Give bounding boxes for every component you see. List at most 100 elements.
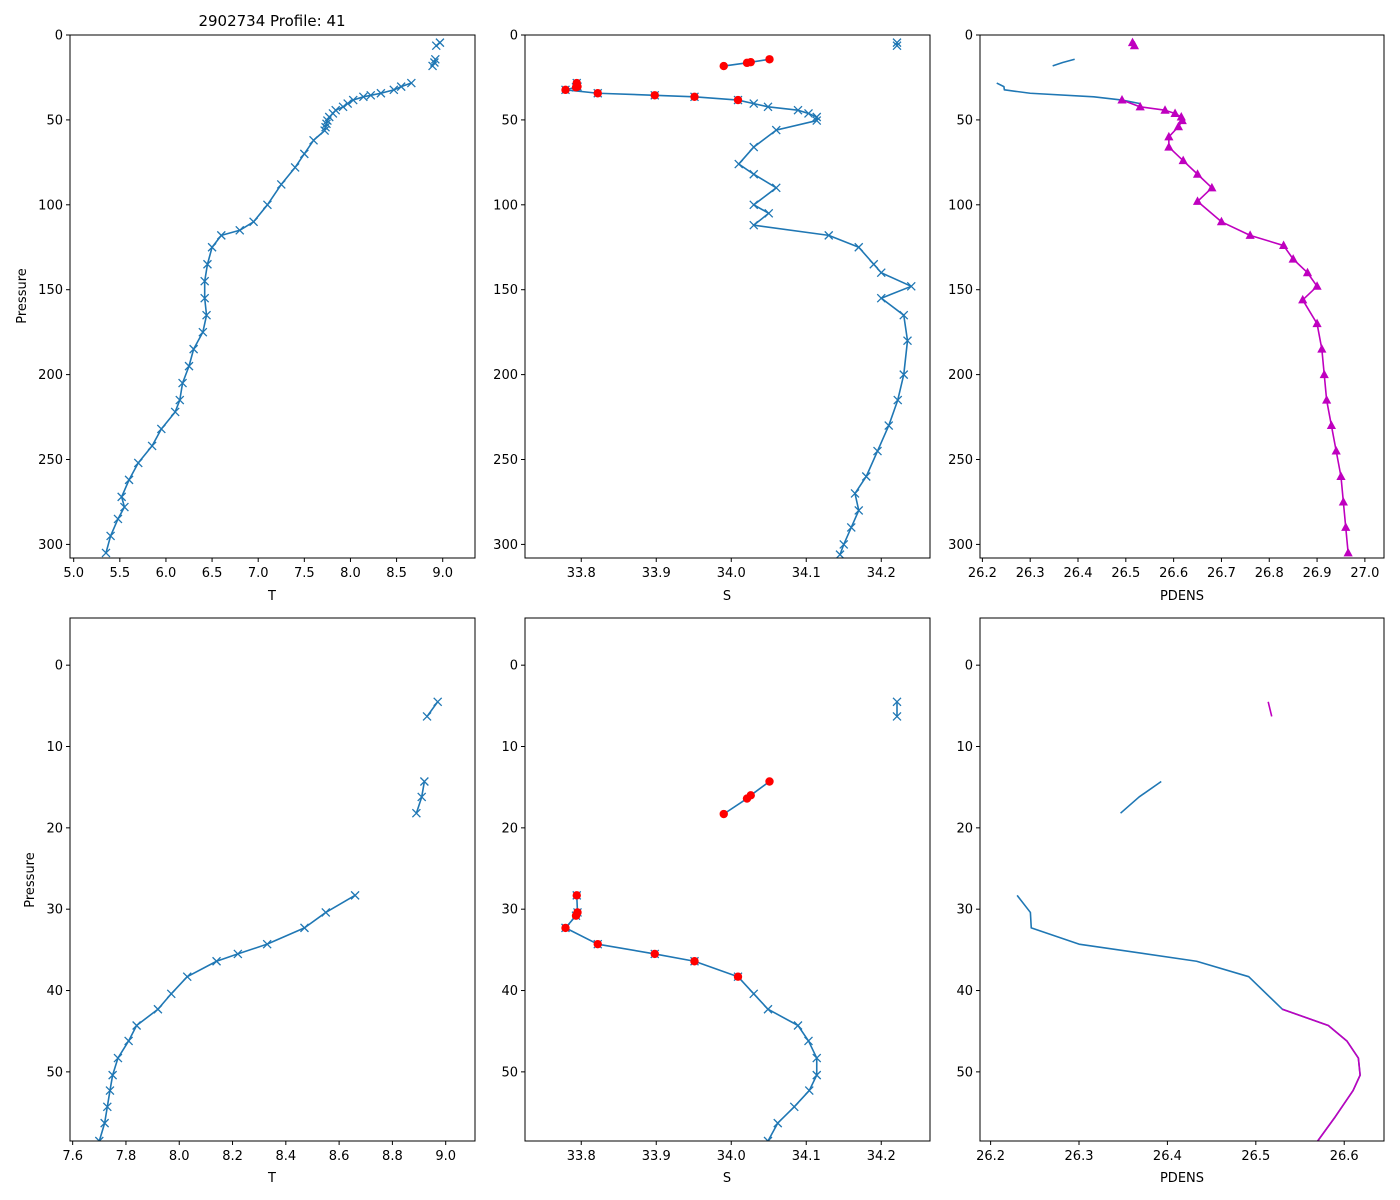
data-point-x-marker (804, 108, 813, 118)
x-tick-label: 9.0 (435, 1149, 456, 1164)
x-tick-label: 27.0 (1350, 566, 1379, 581)
panel-bottom-salinity: 33.8 33.9 34.0 34.1 34.2 0 10 20 30 40 50 S (501, 617, 931, 1186)
data-point-x-marker (189, 344, 199, 354)
x-tick-label: 9.0 (432, 566, 453, 581)
y-tick-label: 300 (38, 538, 63, 553)
data-point-x-marker (133, 458, 143, 468)
y-tick-label: 50 (501, 113, 518, 128)
data-point-x-marker (763, 1004, 773, 1014)
y-tick-label: 300 (948, 538, 973, 553)
data-point-flagged-marker (690, 957, 699, 966)
data-point-x-marker (903, 336, 912, 346)
data-point-x-marker (771, 183, 781, 193)
x-axis-label: PDENS (1160, 1171, 1204, 1186)
data-point-x-marker (812, 112, 822, 122)
series-line (1267, 701, 1273, 717)
data-point-flagged-marker (571, 83, 581, 92)
x-tick-label: 8.6 (329, 1149, 350, 1164)
data-point-x-marker (771, 125, 781, 135)
data-point-x-marker (212, 956, 222, 966)
data-point-triangle-marker (1129, 40, 1140, 50)
data-point-flagged-marker (733, 95, 743, 105)
axes-frame (979, 617, 1385, 1142)
y-tick-label: 300 (493, 538, 518, 553)
data-point-x-marker (338, 102, 348, 112)
x-tick-label: 26.2 (968, 566, 997, 581)
y-tick-label: 0 (965, 659, 973, 674)
axes-frame (524, 34, 931, 559)
data-point-x-marker (793, 105, 803, 115)
x-tick-label: 34.2 (867, 1149, 896, 1164)
x-tick-label: 34.1 (792, 1149, 821, 1164)
data-point-x-marker (117, 492, 127, 502)
data-point-x-marker (175, 395, 185, 405)
y-tick-label: 40 (46, 984, 63, 999)
data-point-triangle-marker (1177, 115, 1187, 125)
y-tick-label: 50 (956, 113, 973, 128)
y-tick-label: 250 (948, 453, 973, 468)
data-point-flagged-marker (719, 809, 728, 819)
data-point-x-marker (873, 446, 882, 456)
data-point-x-marker (749, 169, 759, 179)
data-point-x-marker (178, 378, 188, 388)
axes-frame (524, 617, 931, 1142)
y-tick-label: 10 (46, 740, 63, 755)
x-tick-label: 26.6 (1159, 566, 1188, 581)
data-point-x-marker (322, 119, 331, 129)
data-point-flagged-marker (719, 61, 728, 71)
data-point-x-marker (366, 90, 376, 100)
data-point-triangle-marker (1343, 547, 1353, 557)
y-tick-label: 250 (493, 453, 518, 468)
data-point-flagged-marker (650, 949, 659, 959)
data-point-x-marker (812, 1053, 822, 1063)
x-axis-label: PDENS (1160, 589, 1204, 604)
y-tick-label: 30 (956, 903, 973, 918)
y-tick-label: 30 (501, 903, 518, 918)
y-tick-label: 150 (38, 283, 63, 298)
x-tick-label: 26.6 (1330, 1149, 1359, 1164)
data-point-x-marker (203, 259, 212, 269)
data-point-triangle-marker (1288, 254, 1298, 263)
x-tick-label: 26.4 (1153, 1149, 1182, 1164)
data-point-x-marker (153, 1004, 163, 1014)
x-tick-label: 33.9 (642, 566, 671, 581)
data-point-triangle-marker (1331, 446, 1341, 455)
y-tick-label: 0 (510, 659, 518, 674)
y-tick-label: 20 (46, 821, 63, 836)
data-point-x-marker (804, 1036, 813, 1046)
data-point-x-marker (119, 502, 129, 512)
x-tick-label: 7.8 (116, 1149, 137, 1164)
data-point-x-marker (854, 505, 864, 515)
data-point-triangle-marker (1216, 216, 1227, 226)
data-point-x-marker (749, 142, 759, 152)
data-point-flagged-marker (733, 972, 743, 981)
x-tick-label: 34.1 (792, 566, 821, 581)
data-point-x-marker (207, 242, 217, 252)
panel-bottom-temperature: 7.6 7.8 8.0 8.2 8.4 8.6 8.8 9.0 0 10 20 30 40 50 T Pr… (23, 617, 476, 1186)
data-point-x-marker (113, 1053, 123, 1063)
data-point-x-marker (147, 441, 157, 451)
chart-title: 2902734 Profile: 41 (198, 12, 345, 30)
data-point-x-marker (290, 162, 300, 172)
x-tick-label: 33.8 (567, 1149, 596, 1164)
data-point-x-marker (309, 135, 319, 145)
data-point-triangle-marker (1341, 522, 1351, 531)
data-point-x-marker (105, 1086, 115, 1096)
data-point-x-marker (108, 1070, 118, 1080)
y-axis-label: Pressure (23, 852, 38, 908)
data-point-x-marker (396, 82, 406, 92)
y-tick-label: 150 (493, 283, 518, 298)
data-point-triangle-marker (1192, 196, 1203, 205)
x-tick-label: 5.0 (63, 566, 84, 581)
data-point-triangle-marker (1192, 169, 1203, 178)
data-point-triangle-marker (1117, 95, 1127, 104)
x-axis-label: T (267, 1171, 276, 1186)
y-tick-label: 250 (38, 453, 63, 468)
data-point-triangle-marker (1338, 496, 1348, 506)
data-point-triangle-marker (1178, 155, 1188, 165)
x-tick-label: 26.5 (1111, 566, 1140, 581)
y-tick-label: 0 (510, 29, 518, 44)
data-point-flagged-marker (561, 85, 570, 95)
data-point-x-marker (322, 116, 332, 126)
